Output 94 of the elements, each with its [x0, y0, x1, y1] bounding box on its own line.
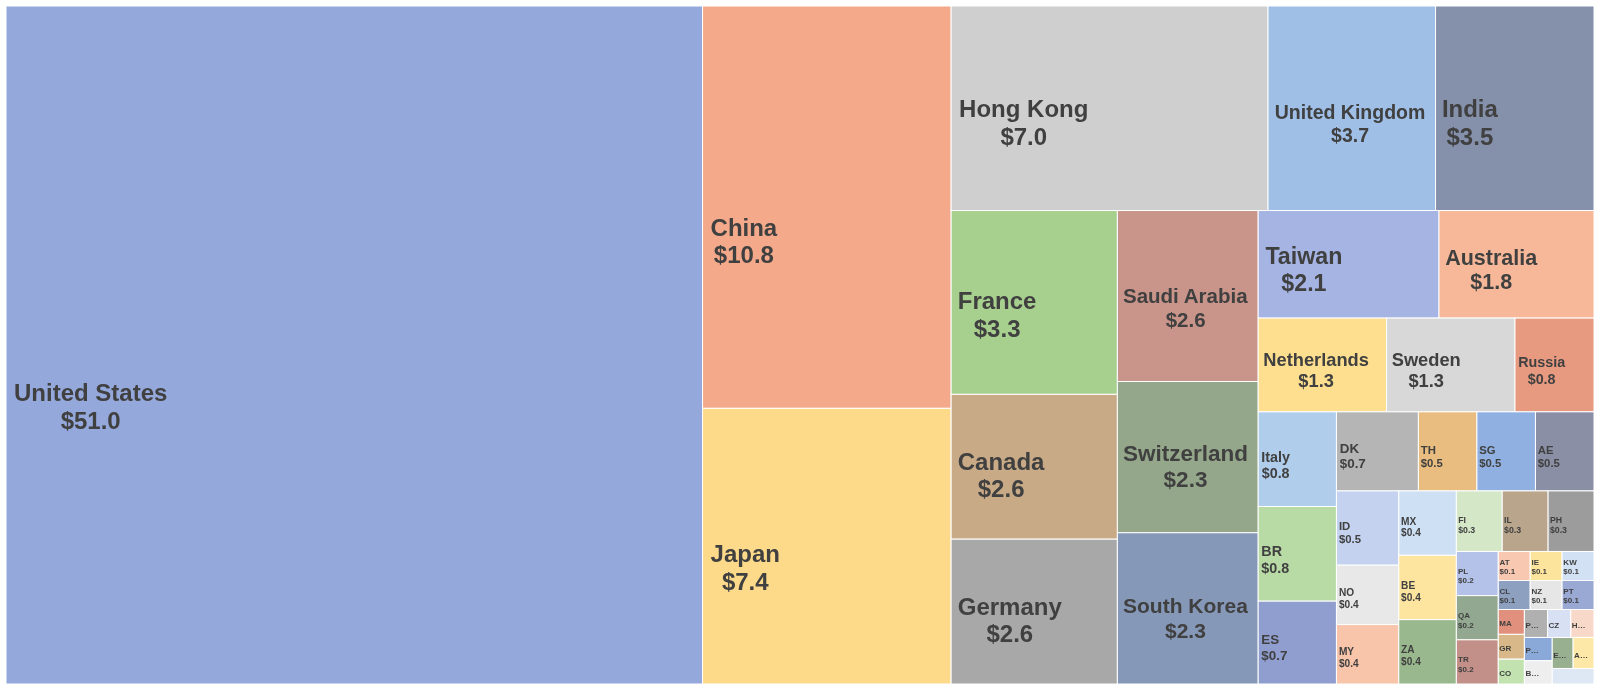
category-label: Australia: [1445, 245, 1539, 270]
category-label: TH: [1420, 443, 1436, 456]
category-label: Sweden: [1391, 348, 1461, 370]
data-label: $0.2: [1458, 664, 1475, 674]
data-label: $0.8: [1527, 370, 1556, 387]
category-label: DK: [1339, 440, 1360, 456]
data-label: $3.5: [1446, 122, 1494, 150]
data-label: $0.2: [1458, 576, 1475, 586]
category-label: SG: [1479, 443, 1496, 456]
category-label: ES: [1261, 632, 1280, 648]
category-label: CO: [1499, 668, 1512, 678]
category-label: BR: [1261, 543, 1283, 560]
category-label: CL: [1499, 587, 1511, 597]
data-label: $0.4: [1401, 591, 1422, 603]
category-label: NO: [1338, 586, 1355, 598]
category-label: South Korea: [1123, 594, 1249, 618]
category-label: MY: [1338, 646, 1355, 658]
data-label: $2.1: [1281, 269, 1327, 296]
category-label: China: [710, 213, 778, 241]
category-label: B…: [1525, 669, 1540, 679]
category-label: P…: [1525, 646, 1539, 656]
category-label: QA: [1458, 611, 1471, 621]
category-label: PH: [1549, 515, 1563, 526]
data-label: $0.8: [1261, 559, 1290, 576]
data-label: $0.5: [1338, 533, 1361, 546]
category-label: Italy: [1261, 448, 1291, 465]
category-label: AT: [1499, 558, 1510, 568]
data-label: $0.3: [1504, 525, 1522, 536]
category-label: A…: [1574, 650, 1588, 660]
data-label: $0.3: [1458, 525, 1476, 536]
data-label: $0.4: [1338, 598, 1360, 610]
category-label: ID: [1338, 520, 1351, 533]
category-label: FI: [1458, 515, 1466, 526]
category-label: GR: [1499, 643, 1512, 653]
data-label: $0.1: [1531, 596, 1548, 606]
data-label: $0.1: [1531, 567, 1548, 577]
category-label: NZ: [1531, 587, 1543, 597]
category-label: France: [957, 287, 1037, 315]
data-label: $0.4: [1338, 658, 1360, 670]
data-label: $3.3: [973, 314, 1021, 342]
category-label: Japan: [710, 540, 780, 568]
category-label: United Kingdom: [1274, 101, 1426, 124]
data-label: $0.7: [1339, 456, 1366, 472]
data-label: $3.7: [1331, 123, 1369, 146]
data-label: $0.5: [1479, 456, 1502, 469]
category-label: CZ: [1548, 620, 1560, 630]
data-label: $0.4: [1401, 527, 1422, 539]
data-label: $0.3: [1549, 525, 1568, 536]
category-label: IL: [1504, 515, 1513, 526]
category-label: TR: [1458, 655, 1469, 665]
category-label: MA: [1499, 619, 1512, 629]
data-label: $0.4: [1401, 656, 1422, 668]
category-label: KW: [1563, 558, 1578, 568]
category-label: Canada: [957, 447, 1046, 475]
data-label: $0.1: [1563, 596, 1580, 606]
category-label: Germany: [957, 592, 1063, 620]
category-label: India: [1441, 95, 1499, 123]
data-label: $2.3: [1163, 467, 1208, 493]
category-label: MX: [1401, 515, 1417, 527]
data-label: $0.5: [1537, 456, 1560, 469]
category-label: Netherlands: [1263, 348, 1369, 370]
data-label: $1.8: [1470, 270, 1513, 295]
category-label: Switzerland: [1123, 441, 1249, 467]
data-label: $1.3: [1408, 369, 1445, 391]
data-label: $2.3: [1164, 618, 1206, 642]
data-label: $0.8: [1261, 465, 1290, 482]
data-label: $0.5: [1420, 456, 1443, 469]
data-label: $0.1: [1499, 596, 1516, 606]
category-label: Taiwan: [1265, 242, 1343, 269]
data-label: $2.6: [986, 620, 1034, 648]
category-label: E…: [1553, 650, 1567, 660]
data-label: $10.8: [713, 241, 774, 269]
category-label: AE: [1537, 443, 1554, 456]
data-label: $51.0: [60, 406, 121, 434]
category-label: P…: [1525, 620, 1539, 630]
data-label: $1.3: [1298, 369, 1334, 391]
category-label: IE: [1531, 558, 1540, 568]
category-label: H…: [1571, 620, 1586, 630]
data-label: $0.1: [1563, 567, 1580, 577]
category-label: ZA: [1401, 644, 1416, 656]
category-label: Saudi Arabia: [1123, 284, 1249, 308]
data-label: $0.2: [1458, 620, 1475, 630]
category-label: BE: [1401, 580, 1416, 592]
data-label: $7.4: [721, 567, 770, 595]
category-label: United States: [14, 379, 168, 407]
category-label: Hong Kong: [959, 95, 1089, 123]
data-label: $2.6: [977, 475, 1025, 503]
category-label: Russia: [1518, 354, 1567, 371]
category-label: PT: [1563, 587, 1574, 597]
data-label: $0.1: [1499, 567, 1516, 577]
data-label: $2.6: [1165, 307, 1206, 331]
category-label: PL: [1458, 567, 1469, 577]
data-label: $7.0: [1000, 122, 1048, 150]
data-label: $0.7: [1261, 647, 1288, 663]
